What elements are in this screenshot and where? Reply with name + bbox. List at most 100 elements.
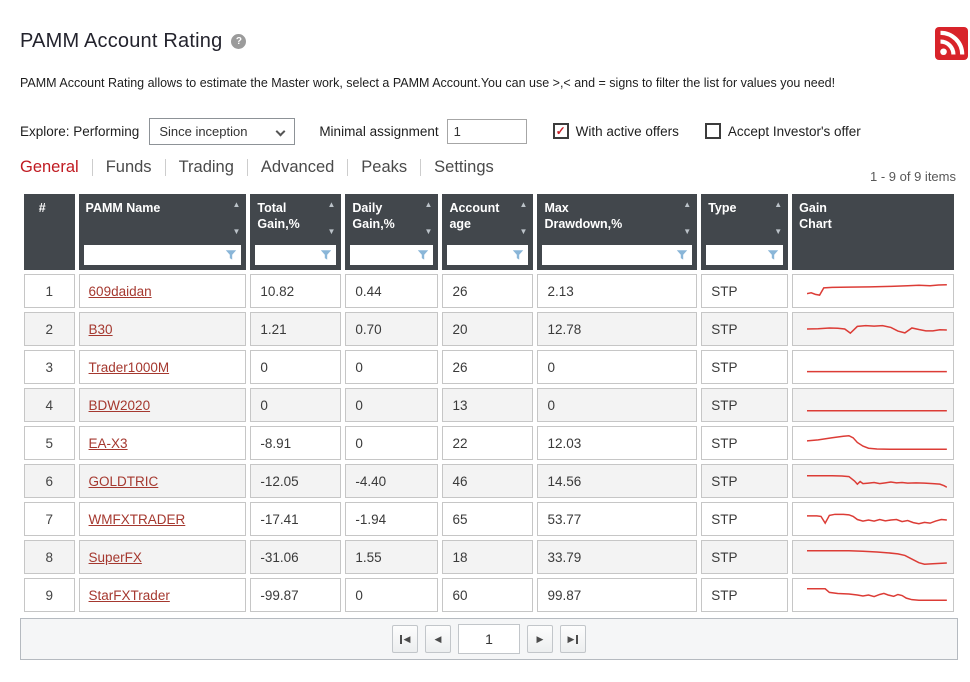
- cell-max_drawdown: 12.03: [537, 426, 698, 460]
- minimal-assignment-input[interactable]: [446, 118, 527, 144]
- sort-desc-icon[interactable]: ▼: [683, 227, 692, 236]
- sort-asc-icon[interactable]: ▲: [683, 200, 692, 209]
- cell-chart: [792, 464, 954, 498]
- pamm-link[interactable]: StarFXTrader: [88, 587, 170, 603]
- sort-desc-icon[interactable]: ▼: [232, 227, 241, 236]
- cell-daily_gain: 0: [345, 578, 439, 612]
- tab-trading[interactable]: Trading: [178, 158, 234, 176]
- sort-desc-icon[interactable]: ▼: [519, 227, 528, 236]
- pamm-link[interactable]: SuperFX: [88, 549, 142, 565]
- sort-desc-icon[interactable]: ▼: [327, 227, 336, 236]
- pamm-link[interactable]: B30: [88, 321, 113, 337]
- checkbox-unchecked-icon: [704, 123, 721, 139]
- pamm-link[interactable]: WMFXTRADER: [88, 511, 186, 527]
- explore-label: Explore: Performing: [20, 123, 140, 139]
- filter-funnel-icon[interactable]: [767, 249, 779, 261]
- column-label: Type: [708, 201, 737, 215]
- column-filter: [542, 245, 693, 265]
- help-icon[interactable]: ?: [231, 34, 247, 49]
- period-select[interactable]: Since inception: [149, 117, 296, 145]
- page-number-input[interactable]: [458, 624, 520, 654]
- cell-daily_gain: 1.55: [345, 540, 439, 574]
- filter-input-total_gain[interactable]: [255, 245, 337, 265]
- cell-max_drawdown: 0: [537, 350, 698, 384]
- cell-max_drawdown: 2.13: [537, 274, 698, 308]
- filter-funnel-icon[interactable]: [512, 249, 524, 261]
- with-active-offers-checkbox[interactable]: ✓ With active offers: [552, 123, 679, 139]
- filter-input-name[interactable]: [83, 245, 242, 265]
- tab-peaks[interactable]: Peaks: [361, 158, 408, 176]
- filter-funnel-icon[interactable]: [676, 249, 688, 261]
- pamm-link[interactable]: Trader1000M: [88, 359, 170, 375]
- cell-daily_gain: 0.70: [345, 312, 439, 346]
- filter-funnel-icon[interactable]: [225, 249, 237, 261]
- filter-input-daily_gain[interactable]: [350, 245, 434, 265]
- gain-sparkline: [807, 582, 947, 608]
- prev-page-button[interactable]: ◀: [425, 625, 451, 653]
- column-label: Gain Chart: [799, 201, 832, 232]
- last-page-button[interactable]: ▶: [560, 625, 586, 653]
- checkbox-checked-icon: ✓: [552, 123, 569, 139]
- cell-account_age: 26: [442, 350, 534, 384]
- filter-funnel-icon[interactable]: [767, 249, 779, 261]
- column-header-account_age[interactable]: Account age ▲ ▼: [442, 194, 534, 270]
- cell-chart: [792, 350, 954, 384]
- sort-desc-icon[interactable]: ▼: [424, 227, 433, 236]
- tab-general[interactable]: General: [20, 158, 79, 176]
- sort-asc-icon[interactable]: ▲: [327, 200, 336, 209]
- sort-asc-icon[interactable]: ▲: [424, 200, 433, 209]
- table-row: 9 StarFXTrader -99.87 0 60 99.87 STP: [24, 578, 954, 612]
- tab-settings[interactable]: Settings: [434, 158, 494, 176]
- filter-input-type[interactable]: [706, 245, 784, 265]
- cell-name: B30: [78, 312, 247, 346]
- rss-glyph: [940, 30, 965, 56]
- column-header-type[interactable]: Type ▲ ▼: [701, 194, 789, 270]
- with-active-offers-label: With active offers: [575, 123, 679, 139]
- table-row: 4 BDW2020 0 0 13 0 STP: [24, 388, 954, 422]
- sort-asc-icon[interactable]: ▲: [774, 200, 783, 209]
- column-header-daily_gain[interactable]: Daily Gain,% ▲ ▼: [345, 194, 439, 270]
- tab-separator: [246, 159, 248, 176]
- cell-num: 4: [24, 388, 75, 422]
- filter-funnel-icon[interactable]: [320, 249, 332, 261]
- column-header-name[interactable]: PAMM Name ▲ ▼: [78, 194, 247, 270]
- next-page-button[interactable]: ▶: [527, 625, 553, 653]
- cell-chart: [792, 426, 954, 460]
- filter-funnel-icon[interactable]: [676, 249, 688, 261]
- cell-name: 609daidan: [78, 274, 247, 308]
- sort-desc-icon[interactable]: ▼: [774, 227, 783, 236]
- filter-funnel-icon[interactable]: [417, 249, 429, 261]
- cell-name: SuperFX: [78, 540, 247, 574]
- filter-funnel-icon[interactable]: [225, 249, 237, 261]
- first-page-button[interactable]: ◀: [392, 625, 418, 653]
- cell-total_gain: -99.87: [250, 578, 342, 612]
- gain-sparkline: [807, 354, 947, 380]
- table-row: 7 WMFXTRADER -17.41 -1.94 65 53.77 STP: [24, 502, 954, 536]
- rss-icon[interactable]: [935, 27, 968, 60]
- sort-asc-icon[interactable]: ▲: [232, 200, 241, 209]
- filter-funnel-icon[interactable]: [512, 249, 524, 261]
- column-header-total_gain[interactable]: Total Gain,% ▲ ▼: [250, 194, 342, 270]
- pamm-link[interactable]: BDW2020: [88, 397, 151, 413]
- cell-max_drawdown: 12.78: [537, 312, 698, 346]
- pamm-link[interactable]: EA-X3: [88, 435, 128, 451]
- table-row: 5 EA-X3 -8.91 0 22 12.03 STP: [24, 426, 954, 460]
- filter-funnel-icon[interactable]: [320, 249, 332, 261]
- pamm-link[interactable]: 609daidan: [88, 283, 152, 299]
- sort-asc-icon[interactable]: ▲: [519, 200, 528, 209]
- pamm-link[interactable]: GOLDTRIC: [88, 473, 159, 489]
- items-count: 1 - 9 of 9 items: [870, 169, 956, 184]
- filter-input-max_drawdown[interactable]: [542, 245, 693, 265]
- filter-funnel-icon[interactable]: [417, 249, 429, 261]
- rating-table-wrap: # PAMM Name ▲ ▼ Total Gain,% ▲ ▼ Daily Gain,% ▲ ▼…: [20, 190, 958, 616]
- tab-separator: [347, 159, 349, 176]
- tab-funds[interactable]: Funds: [105, 158, 152, 176]
- tab-advanced[interactable]: Advanced: [260, 158, 335, 176]
- accept-investors-offer-checkbox[interactable]: Accept Investor's offer: [704, 123, 861, 139]
- gain-sparkline: [807, 468, 947, 494]
- column-header-max_drawdown[interactable]: Max Drawdown,% ▲ ▼: [537, 194, 698, 270]
- cell-max_drawdown: 53.77: [537, 502, 698, 536]
- filter-input-account_age[interactable]: [447, 245, 529, 265]
- table-header-row: # PAMM Name ▲ ▼ Total Gain,% ▲ ▼ Daily Gain,% ▲ ▼…: [24, 194, 954, 270]
- cell-type: STP: [701, 274, 789, 308]
